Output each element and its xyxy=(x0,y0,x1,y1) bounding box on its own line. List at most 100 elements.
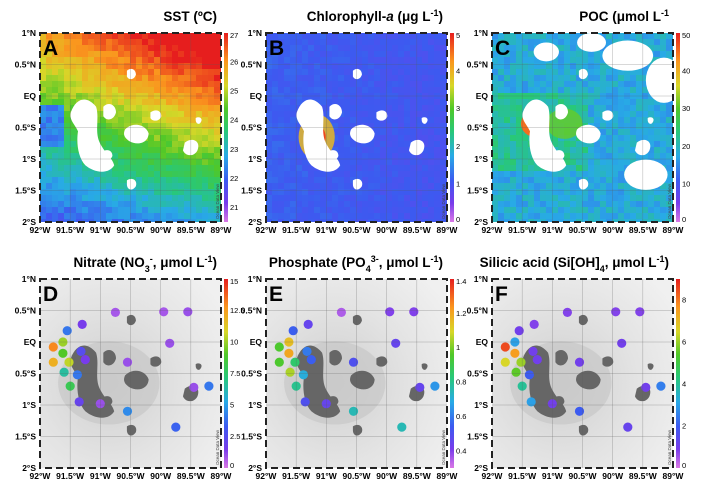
raster-cell xyxy=(504,33,511,40)
raster-cell xyxy=(136,201,143,208)
raster-cell xyxy=(172,45,179,52)
raster-cell xyxy=(552,75,559,82)
raster-cell xyxy=(416,135,423,142)
raster-cell xyxy=(208,219,215,222)
raster-cell xyxy=(272,57,279,64)
raster-cell xyxy=(624,213,631,220)
raster-cell xyxy=(100,171,107,178)
raster-cell xyxy=(510,99,517,106)
raster-cell xyxy=(612,135,619,142)
raster-cell xyxy=(118,147,125,154)
raster-cell xyxy=(600,123,607,130)
raster-cell xyxy=(40,189,47,196)
raster-cell xyxy=(302,207,309,214)
raster-cell xyxy=(600,69,607,76)
raster-cell xyxy=(428,207,435,214)
raster-cell xyxy=(552,213,559,220)
raster-cell xyxy=(196,69,203,76)
raster-cell xyxy=(416,87,423,94)
raster-cell xyxy=(46,33,53,40)
raster-cell xyxy=(208,165,215,172)
raster-cell xyxy=(190,135,197,142)
raster-cell xyxy=(564,81,571,88)
island-shape xyxy=(150,110,162,121)
raster-cell xyxy=(124,153,131,160)
raster-cell xyxy=(272,159,279,166)
raster-cell xyxy=(386,63,393,70)
raster-cell xyxy=(124,51,131,58)
raster-cell xyxy=(266,117,273,124)
raster-cell xyxy=(148,75,155,82)
raster-cell xyxy=(112,219,119,222)
raster-cell xyxy=(368,81,375,88)
raster-cell xyxy=(422,189,429,196)
raster-cell xyxy=(290,39,297,46)
lon-tick-label: 90.5°W xyxy=(117,471,146,479)
raster-cell xyxy=(136,81,143,88)
raster-cell xyxy=(528,93,535,100)
raster-cell xyxy=(296,81,303,88)
raster-cell xyxy=(284,183,291,190)
raster-cell xyxy=(564,189,571,196)
raster-cell xyxy=(612,33,619,40)
raster-cell xyxy=(630,81,637,88)
raster-cell xyxy=(416,63,423,70)
raster-cell xyxy=(332,129,339,136)
raster-cell xyxy=(118,207,125,214)
raster-cell xyxy=(410,165,417,172)
raster-cell xyxy=(582,147,589,154)
raster-cell xyxy=(380,207,387,214)
raster-cell xyxy=(618,129,625,136)
raster-cell xyxy=(40,81,47,88)
raster-cell xyxy=(46,39,53,46)
raster-cell xyxy=(52,183,59,190)
raster-cell xyxy=(362,75,369,82)
raster-cell xyxy=(404,69,411,76)
raster-cell xyxy=(196,45,203,52)
raster-cell xyxy=(434,123,441,130)
raster-cell xyxy=(576,171,583,178)
raster-cell xyxy=(588,213,595,220)
raster-cell xyxy=(58,219,65,222)
island-shape xyxy=(352,178,363,190)
raster-cell xyxy=(208,141,215,148)
raster-cell xyxy=(100,207,107,214)
raster-cell xyxy=(64,129,71,136)
raster-cell xyxy=(498,201,505,208)
raster-cell xyxy=(660,183,667,190)
raster-cell xyxy=(172,123,179,130)
raster-cell xyxy=(208,153,215,160)
raster-cell xyxy=(606,75,613,82)
raster-cell xyxy=(40,57,47,64)
raster-cell xyxy=(94,183,101,190)
lon-tick-label: 90.5°W xyxy=(343,471,372,479)
raster-cell xyxy=(70,51,77,58)
raster-cell xyxy=(404,75,411,82)
raster-cell xyxy=(344,39,351,46)
raster-cell xyxy=(220,189,221,196)
lon-tick-label: 91.5°W xyxy=(508,471,537,479)
raster-cell xyxy=(558,75,565,82)
raster-cell xyxy=(582,87,589,94)
raster-cell xyxy=(434,171,441,178)
raster-cell xyxy=(124,201,131,208)
raster-cell xyxy=(46,207,53,214)
raster-cell xyxy=(558,201,565,208)
raster-cell xyxy=(338,51,345,58)
raster-cell xyxy=(630,153,637,160)
raster-cell xyxy=(172,39,179,46)
raster-cell xyxy=(428,39,435,46)
raster-cell xyxy=(46,51,53,58)
raster-cell xyxy=(320,45,327,52)
raster-cell xyxy=(142,177,149,184)
raster-cell xyxy=(642,189,649,196)
raster-cell xyxy=(190,219,197,222)
raster-cell xyxy=(196,183,203,190)
raster-cell xyxy=(166,99,173,106)
raster-cell xyxy=(570,81,577,88)
raster-cell xyxy=(196,195,203,202)
raster-cell xyxy=(64,141,71,148)
raster-cell xyxy=(184,105,191,112)
raster-cell xyxy=(40,117,47,124)
raster-cell xyxy=(58,51,65,58)
